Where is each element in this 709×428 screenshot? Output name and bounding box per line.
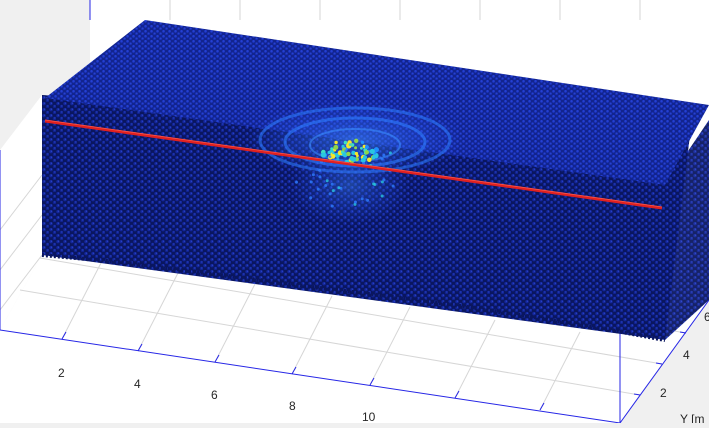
profile-line-group [44, 119, 663, 210]
floor-grid-line [19, 289, 641, 396]
floor-grid-line [39, 257, 663, 365]
wave-particle [337, 186, 341, 190]
hot-particle [364, 145, 369, 150]
hot-particle [354, 151, 359, 156]
hot-particle [371, 155, 376, 160]
wave-particle [316, 187, 320, 191]
x-tick-mark [214, 354, 220, 363]
wave-particle [360, 197, 364, 201]
y-axis-line [619, 299, 709, 424]
hot-particle [320, 152, 326, 158]
block-bottom-edge [41, 253, 666, 342]
wave-particle [324, 184, 328, 187]
hot-particle [330, 153, 336, 159]
hot-particle [360, 140, 365, 144]
wave-particle [348, 143, 352, 147]
floor-grid-line [539, 331, 581, 411]
block-top-face [45, 20, 709, 185]
wave-particle [382, 153, 386, 157]
x-tick-mark [539, 402, 545, 411]
wave-particle [362, 158, 365, 161]
hot-particle [351, 150, 356, 156]
wave-particle [318, 168, 322, 172]
wave-particle [344, 149, 348, 153]
hot-particle [349, 156, 355, 161]
floor-grid-line [291, 295, 333, 375]
wave-particle [295, 180, 298, 184]
x-tick-label: 10 [362, 410, 376, 423]
hot-particle [360, 146, 363, 150]
profile-line-highlight [44, 119, 663, 208]
hot-particle [354, 138, 359, 143]
x-tick-labels: 2 4 6 8 10 [58, 366, 376, 424]
wave-particle [309, 196, 313, 200]
wave-particle [330, 204, 334, 208]
x-tick-mark [291, 366, 297, 375]
wave-particle [309, 180, 313, 184]
profile-line [44, 119, 663, 210]
y-tick-mark [679, 331, 687, 334]
wave-glow-side [290, 145, 410, 225]
wave-particle [328, 192, 332, 196]
hot-particle [346, 151, 351, 157]
grid-lines [0, 0, 687, 411]
y-tick-mark [633, 393, 641, 396]
hot-particle [334, 140, 338, 145]
wave-particle [366, 198, 370, 202]
y-tick-label: 6 [704, 310, 709, 324]
x-tick-mark [137, 343, 143, 352]
hot-particle [343, 140, 348, 145]
x-tick-mark [61, 331, 67, 340]
tick-marks [61, 331, 687, 411]
y-tick-mark [655, 362, 663, 365]
left-grid-line [0, 174, 43, 231]
wave-particle [382, 178, 386, 182]
hot-particle [354, 146, 358, 150]
y-tick-label: 4 [683, 348, 690, 362]
x-tick-mark [454, 390, 460, 399]
wave-field [245, 102, 465, 225]
y-tick-label: 2 [660, 386, 667, 400]
wave-particle [311, 173, 315, 177]
x-tick-label: 8 [289, 399, 296, 413]
left-pane [0, 95, 42, 330]
x-tick-label: 2 [58, 366, 65, 380]
wave-particle [391, 184, 395, 188]
wave-particle [330, 182, 334, 186]
wave-particle [353, 200, 357, 204]
floor-grid-line [214, 283, 256, 363]
wave-particle [328, 155, 332, 159]
floor-grid-line [137, 272, 179, 352]
wave-particle [380, 180, 384, 184]
x-axis-line [0, 329, 621, 424]
x-tick-label: 4 [134, 377, 141, 391]
wave-particle [373, 183, 377, 186]
wave-particle [380, 157, 384, 161]
y-axis-label: Y [m [680, 412, 704, 423]
left-grid-line [0, 214, 43, 271]
hot-particle [364, 150, 369, 155]
x-tick-mark [369, 377, 375, 386]
hot-particle [369, 148, 375, 154]
wave-particle [380, 194, 384, 198]
left-grid-line [0, 254, 43, 311]
wave-particle [325, 179, 329, 183]
wave-particle [331, 189, 335, 193]
hot-particle [367, 157, 372, 163]
block-right-face [665, 120, 709, 340]
wave-particle [388, 151, 392, 155]
floor-grid-line [454, 319, 496, 399]
wave-particle [353, 202, 357, 206]
wave-particle [318, 175, 322, 179]
x-tick-label: 6 [211, 388, 218, 402]
hot-particles [295, 138, 395, 208]
wave-particle [362, 161, 366, 165]
wave-particle [336, 157, 340, 161]
wave-particle [360, 152, 364, 156]
hot-particle [333, 144, 339, 150]
